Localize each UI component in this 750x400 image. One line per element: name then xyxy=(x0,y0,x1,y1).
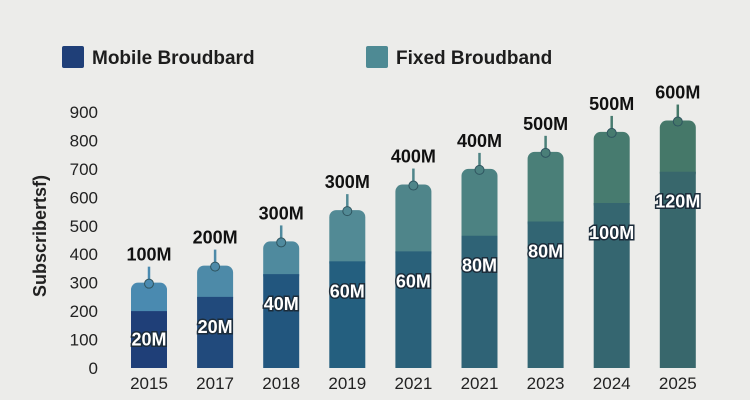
bar-group: 600M 120M xyxy=(654,83,702,368)
x-tick-label: 2018 xyxy=(262,374,300,393)
legend-swatch-fixed xyxy=(366,46,388,68)
mobile-value-label: 100M xyxy=(589,223,634,243)
mobile-value-label: 80M xyxy=(462,256,497,276)
mobile-value-label: 60M xyxy=(330,281,365,301)
x-tick-label: 2023 xyxy=(527,374,565,393)
x-tick-label: 2019 xyxy=(328,374,366,393)
bar-knob xyxy=(540,147,551,158)
y-tick-label: 700 xyxy=(70,160,98,179)
y-tick-label: 0 xyxy=(89,359,98,378)
bar-fixed xyxy=(329,210,366,270)
bar-mobile xyxy=(461,235,498,368)
bar-group: 200M 20M xyxy=(193,228,238,368)
x-tick-label: 2015 xyxy=(130,374,168,393)
x-tick-label: 2021 xyxy=(461,374,499,393)
x-tick-label: 2024 xyxy=(593,374,631,393)
x-axis: 2015 2017 2018 2019 2021 2021 2023 2024 2025 xyxy=(130,374,697,393)
bar-knob xyxy=(474,164,485,175)
total-label: 400M xyxy=(457,131,502,151)
bar-group: 400M 60M xyxy=(391,147,436,368)
bar-fixed xyxy=(131,282,167,320)
mobile-value-label: 80M xyxy=(528,242,563,262)
legend-label-mobile: Mobile Broudbard xyxy=(92,48,255,69)
total-label: 400M xyxy=(391,147,436,167)
legend: Mobile Broudbard Fixed Broudband xyxy=(62,46,552,69)
bar-fixed xyxy=(527,151,564,230)
bar-fixed xyxy=(659,120,696,180)
y-tick-label: 600 xyxy=(70,188,98,207)
x-tick-label: 2025 xyxy=(659,374,697,393)
total-label: 600M xyxy=(655,83,700,103)
bar-group: 400M 80M xyxy=(457,131,502,368)
bar-group: 100M 20M xyxy=(126,245,172,368)
total-label: 300M xyxy=(325,172,370,192)
mobile-value-label: 20M xyxy=(198,317,233,337)
bar-fixed xyxy=(197,265,234,305)
mobile-value-label: 60M xyxy=(396,271,431,291)
total-label: 300M xyxy=(259,203,304,223)
bar-knob xyxy=(144,278,154,289)
bar-knob xyxy=(672,116,683,127)
bars: 100M 20M 200M 20M 300M 40M 300M 60M 400M 60M 400M 8… xyxy=(126,83,702,368)
y-axis: 0 100 200 300 400 500 600 700 800 900 xyxy=(70,103,98,378)
bar-knob xyxy=(210,261,221,272)
bar-knob xyxy=(342,206,353,217)
total-label: 500M xyxy=(589,94,634,114)
bar-mobile xyxy=(527,221,564,368)
total-label: 100M xyxy=(126,245,171,265)
bar-mobile xyxy=(659,171,696,368)
mobile-value-label: 120M xyxy=(655,192,700,212)
legend-swatch-mobile xyxy=(62,46,84,68)
bar-group: 500M 100M xyxy=(588,94,636,368)
x-tick-label: 2021 xyxy=(394,374,432,393)
bar-group: 300M 60M xyxy=(325,172,370,368)
y-tick-label: 400 xyxy=(70,245,98,264)
y-tick-label: 800 xyxy=(70,131,98,150)
total-label: 200M xyxy=(193,228,238,248)
y-tick-label: 500 xyxy=(70,217,98,236)
bar-fixed xyxy=(593,131,630,212)
bar-fixed xyxy=(263,241,300,283)
bar-knob xyxy=(276,237,287,248)
bar-fixed xyxy=(395,184,432,260)
mobile-value-label: 40M xyxy=(264,294,299,314)
bar-knob xyxy=(606,127,617,138)
bar-fixed xyxy=(461,168,498,244)
legend-label-fixed: Fixed Broudband xyxy=(396,48,552,69)
x-tick-label: 2017 xyxy=(196,374,234,393)
bar-group: 300M 40M xyxy=(259,203,304,368)
y-axis-title: Subscribertsf) xyxy=(30,175,50,297)
bar-mobile xyxy=(131,311,167,368)
y-tick-label: 900 xyxy=(70,103,98,122)
bar-mobile xyxy=(395,251,432,368)
mobile-value-label: 20M xyxy=(131,330,166,350)
bar-mobile xyxy=(197,296,234,368)
y-tick-label: 200 xyxy=(70,302,98,321)
y-tick-label: 100 xyxy=(70,331,98,350)
y-tick-label: 300 xyxy=(70,274,98,293)
bar-group: 500M 80M xyxy=(523,114,568,368)
total-label: 500M xyxy=(523,114,568,134)
bar-mobile xyxy=(263,274,300,368)
bar-knob xyxy=(408,180,419,191)
bar-mobile xyxy=(593,203,630,368)
bar-mobile xyxy=(329,261,366,368)
